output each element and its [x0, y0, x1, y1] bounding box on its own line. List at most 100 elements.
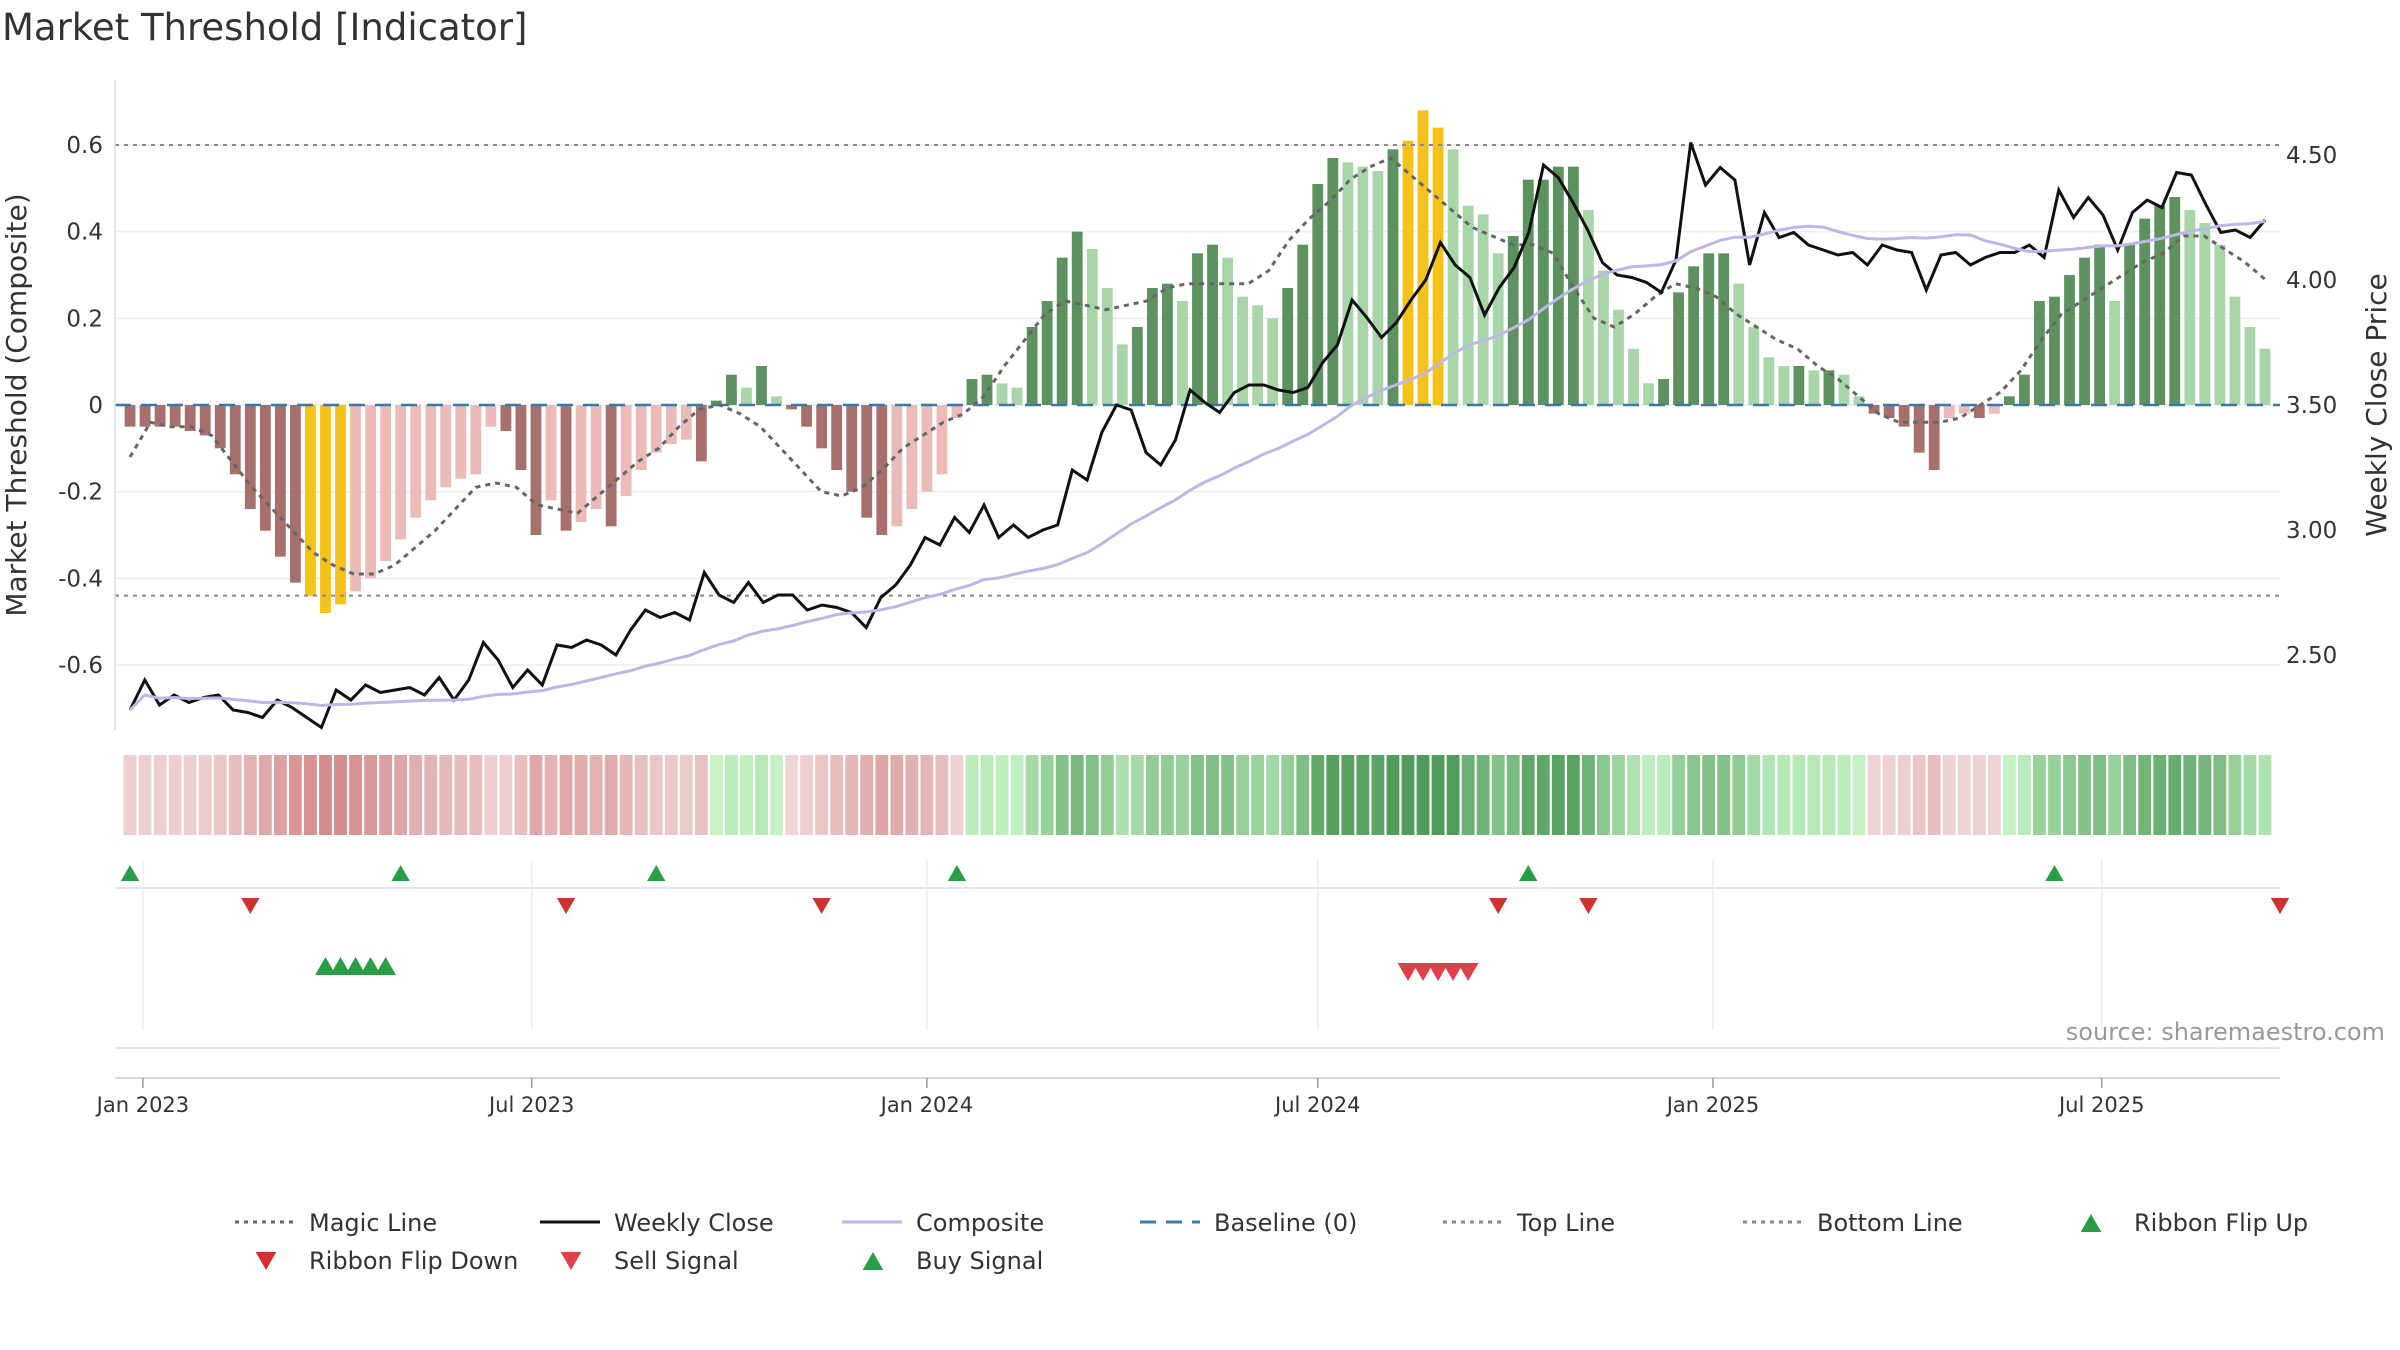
- legend-marker: [862, 1252, 884, 1270]
- legend-item: Composite: [842, 1209, 1044, 1237]
- series-lines: [115, 142, 2280, 730]
- ribbon-cell: [409, 755, 423, 835]
- ribbon-cell: [2243, 755, 2257, 835]
- composite-bar: [650, 405, 662, 453]
- composite-bar: [1327, 158, 1339, 405]
- legend-marker: [2080, 1214, 2102, 1232]
- ribbon-flip-up-marker: [647, 865, 666, 881]
- composite-bar: [831, 405, 843, 470]
- composite-bar: [966, 379, 978, 405]
- ribbon-cell: [1792, 755, 1806, 835]
- composite-bar: [1222, 257, 1233, 405]
- legend-label: Ribbon Flip Down: [309, 1247, 518, 1275]
- composite-bar: [2064, 275, 2075, 405]
- signal-rows: [115, 860, 2290, 1049]
- ribbon-cell: [559, 755, 573, 835]
- ribbon-cell: [935, 755, 949, 835]
- ribbon-cell: [1987, 755, 2001, 835]
- ribbon-cell: [890, 755, 904, 835]
- legend: Magic Line Weekly Close Composite Baseline …: [235, 1209, 2308, 1275]
- composite-bar: [951, 405, 963, 418]
- composite-bar: [1778, 366, 1790, 405]
- composite-bar: [1853, 396, 1865, 405]
- composite-bar: [1973, 405, 1985, 418]
- ribbon-cell: [514, 755, 528, 835]
- ribbon-cell: [2183, 755, 2197, 835]
- composite-bar: [1131, 327, 1143, 405]
- ribbon-cell: [2198, 755, 2212, 835]
- ribbon-cell: [2138, 755, 2152, 835]
- ribbon-cell: [740, 755, 753, 835]
- ribbon-cell: [1822, 755, 1836, 835]
- ribbon-cell: [1747, 755, 1761, 835]
- composite-bar: [1177, 301, 1188, 405]
- composite-bar: [1086, 249, 1098, 405]
- composite-bar: [335, 405, 346, 605]
- ribbon-cell: [1506, 755, 1520, 835]
- ribbon-cell: [484, 755, 498, 835]
- legend-label: Buy Signal: [916, 1247, 1043, 1275]
- composite-bar: [1628, 348, 1639, 405]
- ribbon-cell: [2033, 755, 2046, 835]
- ribbon-cell: [1296, 755, 1310, 835]
- composite-bar: [1838, 374, 1850, 405]
- ribbon-cell: [574, 755, 588, 835]
- composite-bar: [1507, 236, 1519, 405]
- composite-bar: [1718, 253, 1730, 405]
- ribbon-cell: [439, 755, 453, 835]
- y2-tick-label: 4.50: [2286, 143, 2337, 169]
- ribbon-cell: [2002, 755, 2016, 835]
- ribbon-cell: [1311, 755, 1325, 835]
- composite-bar: [2109, 301, 2121, 405]
- composite-bar: [1312, 184, 1324, 405]
- composite-bar: [1613, 309, 1624, 405]
- legend-item: Magic Line: [235, 1209, 437, 1237]
- composite-bar: [470, 405, 482, 475]
- ribbon-cell: [1717, 755, 1731, 835]
- ribbon-cell: [1386, 755, 1400, 835]
- composite-bar: [1808, 370, 1820, 405]
- composite-bar: [1913, 405, 1925, 453]
- composite-bar: [1417, 110, 1429, 405]
- ribbon-cell: [123, 755, 137, 835]
- composite-bar: [500, 405, 512, 431]
- axes: 0.6 0.4 0.2 0 -0.2 -0.4 -0.6 4.50 4.00 3.50 3.00 2.…: [58, 80, 2337, 730]
- ribbon-cell: [694, 755, 708, 835]
- composite-bar: [1928, 405, 1940, 470]
- ribbon-cell: [920, 755, 934, 835]
- composite-bar: [2259, 348, 2271, 405]
- composite-bar: [365, 405, 377, 579]
- ribbon-cell: [1070, 755, 1084, 835]
- ribbon-cell: [995, 755, 1009, 835]
- ribbon-cell: [1597, 755, 1610, 835]
- ribbon-cell: [454, 755, 468, 835]
- ribbon-cell: [1221, 755, 1234, 835]
- ribbon-cell: [2168, 755, 2182, 835]
- composite-bar: [1282, 288, 1294, 405]
- ribbon-cell: [2078, 755, 2091, 835]
- composite-bar: [259, 405, 271, 531]
- buy-signal-marker: [345, 957, 366, 975]
- ribbon-cell: [394, 755, 408, 835]
- ribbon-flip-down-marker: [2270, 898, 2290, 914]
- legend-marker: [255, 1252, 277, 1270]
- composite-bar: [305, 405, 316, 596]
- ribbon-cell: [1702, 755, 1716, 835]
- composite-bar: [1071, 231, 1083, 405]
- ribbon-cell: [1521, 755, 1535, 835]
- composite-bar: [1958, 405, 1970, 414]
- ribbon-cell: [1957, 755, 1971, 835]
- legend-label: Sell Signal: [614, 1247, 739, 1275]
- x-tick-label: Jul 2025: [2057, 1093, 2144, 1117]
- composite-bar: [199, 405, 211, 436]
- ribbon-cell: [1536, 755, 1550, 835]
- composite-bar: [1116, 344, 1128, 405]
- ribbon-cell: [2123, 755, 2137, 835]
- sell-signal-marker: [1397, 963, 1419, 981]
- x-tick-label: Jul 2023: [487, 1093, 574, 1117]
- ribbon-cell: [980, 755, 994, 835]
- ribbon-cell: [1461, 755, 1475, 835]
- ribbon-cell: [1927, 755, 1941, 835]
- ribbon-cell: [1581, 755, 1595, 835]
- ribbon-cell: [800, 755, 814, 835]
